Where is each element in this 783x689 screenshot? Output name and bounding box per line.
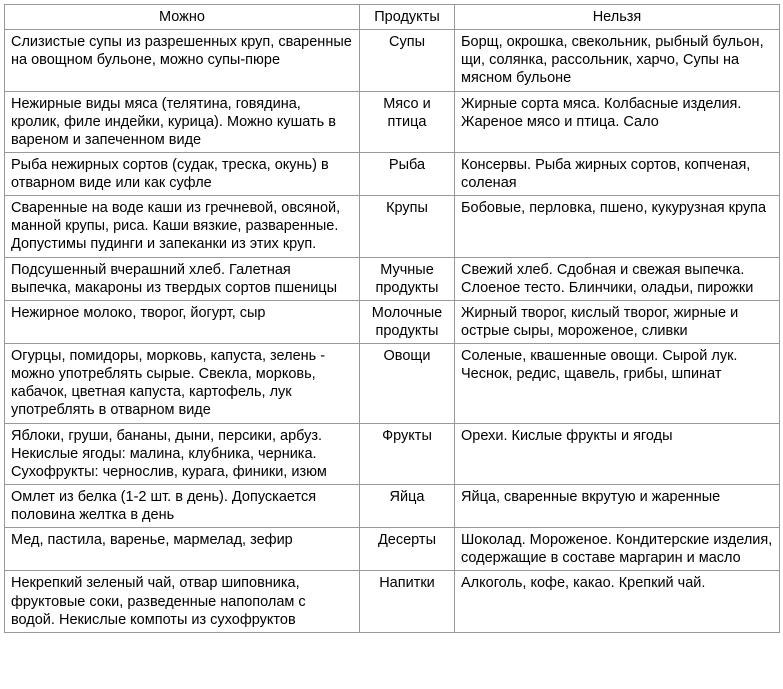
cell-allowed: Нежирные виды мяса (телятина, говядина, … bbox=[5, 91, 360, 152]
table-body: Слизистые супы из разрешенных круп, свар… bbox=[5, 30, 780, 633]
cell-category: Крупы bbox=[360, 196, 455, 257]
cell-category: Фрукты bbox=[360, 423, 455, 484]
cell-forbidden: Свежий хлеб. Сдобная и свежая выпечка. С… bbox=[455, 257, 780, 300]
table-row: Мед, пастила, варенье, мармелад, зефир Д… bbox=[5, 528, 780, 571]
cell-allowed: Огурцы, помидоры, морковь, капуста, зеле… bbox=[5, 344, 360, 424]
table-row: Омлет из белка (1-2 шт. в день). Допуска… bbox=[5, 484, 780, 527]
table-row: Нежирное молоко, творог, йогурт, сыр Мол… bbox=[5, 300, 780, 343]
cell-category: Мясо и птица bbox=[360, 91, 455, 152]
cell-forbidden: Соленые, квашенные овощи. Сырой лук. Чес… bbox=[455, 344, 780, 424]
table-row: Подсушенный вчерашний хлеб. Галетная вып… bbox=[5, 257, 780, 300]
cell-forbidden: Жирные сорта мяса. Колбасные изделия. Жа… bbox=[455, 91, 780, 152]
cell-category: Мучные продукты bbox=[360, 257, 455, 300]
table-row: Слизистые супы из разрешенных круп, свар… bbox=[5, 30, 780, 91]
cell-forbidden: Алкоголь, кофе, какао. Крепкий чай. bbox=[455, 571, 780, 632]
cell-allowed: Рыба нежирных сортов (судак, треска, оку… bbox=[5, 152, 360, 195]
header-forbidden: Нельзя bbox=[455, 5, 780, 30]
cell-forbidden: Консервы. Рыба жирных сортов, копченая, … bbox=[455, 152, 780, 195]
table-row: Некрепкий зеленый чай, отвар шиповника, … bbox=[5, 571, 780, 632]
cell-category: Молочные продукты bbox=[360, 300, 455, 343]
cell-category: Десерты bbox=[360, 528, 455, 571]
cell-allowed: Омлет из белка (1-2 шт. в день). Допуска… bbox=[5, 484, 360, 527]
cell-allowed: Подсушенный вчерашний хлеб. Галетная вып… bbox=[5, 257, 360, 300]
cell-allowed: Сваренные на воде каши из гречневой, овс… bbox=[5, 196, 360, 257]
cell-allowed: Нежирное молоко, творог, йогурт, сыр bbox=[5, 300, 360, 343]
header-category: Продукты bbox=[360, 5, 455, 30]
cell-forbidden: Борщ, окрошка, свекольник, рыбный бульон… bbox=[455, 30, 780, 91]
cell-forbidden: Орехи. Кислые фрукты и ягоды bbox=[455, 423, 780, 484]
table-row: Яблоки, груши, бананы, дыни, персики, ар… bbox=[5, 423, 780, 484]
cell-forbidden: Яйца, сваренные вкрутую и жаренные bbox=[455, 484, 780, 527]
cell-category: Овощи bbox=[360, 344, 455, 424]
cell-category: Напитки bbox=[360, 571, 455, 632]
table-row: Нежирные виды мяса (телятина, говядина, … bbox=[5, 91, 780, 152]
table-row: Рыба нежирных сортов (судак, треска, оку… bbox=[5, 152, 780, 195]
cell-allowed: Некрепкий зеленый чай, отвар шиповника, … bbox=[5, 571, 360, 632]
cell-forbidden: Бобовые, перловка, пшено, кукурузная кру… bbox=[455, 196, 780, 257]
cell-allowed: Мед, пастила, варенье, мармелад, зефир bbox=[5, 528, 360, 571]
cell-category: Яйца bbox=[360, 484, 455, 527]
table-row: Огурцы, помидоры, морковь, капуста, зеле… bbox=[5, 344, 780, 424]
cell-category: Супы bbox=[360, 30, 455, 91]
cell-allowed: Слизистые супы из разрешенных круп, свар… bbox=[5, 30, 360, 91]
diet-table: Можно Продукты Нельзя Слизистые супы из … bbox=[4, 4, 780, 633]
cell-category: Рыба bbox=[360, 152, 455, 195]
cell-allowed: Яблоки, груши, бананы, дыни, персики, ар… bbox=[5, 423, 360, 484]
cell-forbidden: Шоколад. Мороженое. Кондитерские изделия… bbox=[455, 528, 780, 571]
cell-forbidden: Жирный творог, кислый творог, жирные и о… bbox=[455, 300, 780, 343]
header-allowed: Можно bbox=[5, 5, 360, 30]
table-row: Сваренные на воде каши из гречневой, овс… bbox=[5, 196, 780, 257]
table-header-row: Можно Продукты Нельзя bbox=[5, 5, 780, 30]
